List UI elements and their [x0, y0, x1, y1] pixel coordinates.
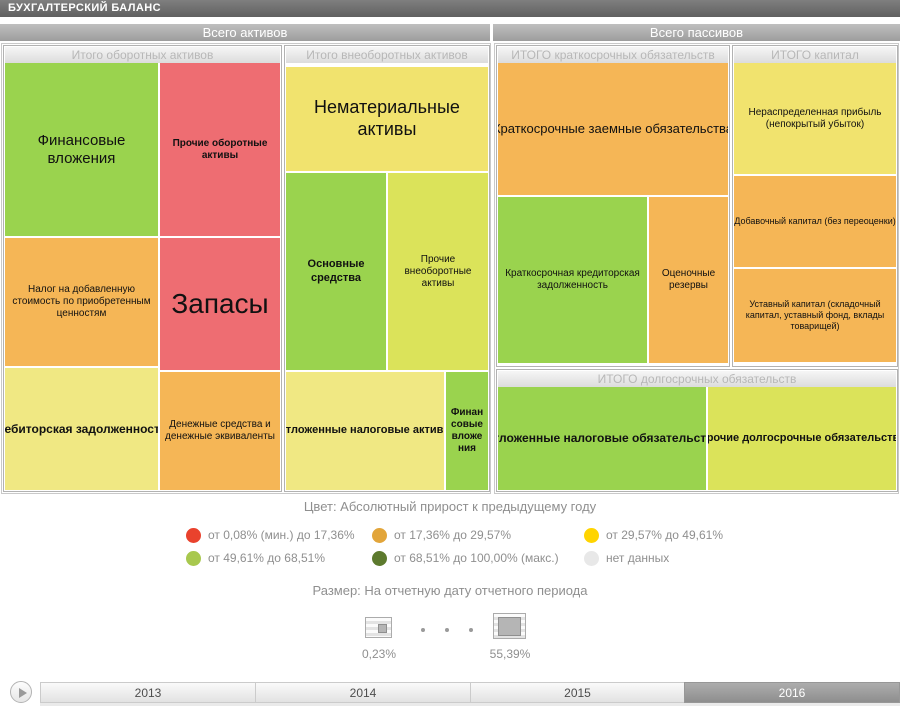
legend-label: от 0,08% (мин.) до 17,36%: [208, 528, 355, 542]
play-button[interactable]: [10, 681, 32, 703]
cell-label: Прочие долгосрочные обязательства: [708, 431, 896, 444]
legend-label: от 29,57% до 49,61%: [606, 528, 723, 542]
page-title: БУХГАЛТЕРСКИЙ БАЛАНС: [8, 2, 161, 14]
cell-cash-and-equivalents[interactable]: Денежные средства и денежные эквиваленты: [160, 372, 280, 490]
size-min-label: 0,23%: [361, 647, 397, 661]
section-header: ИТОГО краткосрочных обязательств: [498, 47, 728, 63]
size-max-icon: [493, 613, 526, 639]
cell-inventories[interactable]: Запасы: [160, 238, 280, 370]
legend-label: от 68,51% до 100,00% (макс.): [394, 551, 559, 565]
legend-swatch-lightgreen-icon: [186, 550, 201, 566]
legend-item: от 0,08% (мин.) до 17,36%: [186, 527, 372, 543]
section-header: Итого оборотных активов: [5, 47, 280, 63]
cell-deferred-tax-assets[interactable]: Отложенные налоговые активы: [286, 372, 444, 490]
color-legend: от 0,08% (мин.) до 17,36% от 17,36% до 2…: [186, 527, 764, 566]
cell-label: Краткосрочная кредиторская задолженность: [505, 268, 640, 291]
cell-label: Денежные средства и денежные эквиваленты: [165, 419, 275, 442]
title-bar: БУХГАЛТЕРСКИЙ БАЛАНС: [0, 0, 900, 17]
section-header: ИТОГО долгосрочных обязательств: [498, 371, 896, 387]
cell-label: Уставный капитал (складочный капитал, ус…: [745, 299, 885, 331]
cell-short-term-payables[interactable]: Краткосрочная кредиторская задолженность: [498, 197, 647, 363]
cell-other-longterm-liabilities[interactable]: Прочие долгосрочные обязательства: [708, 387, 896, 490]
legend-swatch-red-icon: [186, 527, 201, 543]
cell-intangible-assets[interactable]: Нематериальные активы: [286, 67, 488, 171]
panel-header-total-assets: Всего активов: [0, 24, 490, 41]
cell-label: Оценочные резервы: [661, 268, 716, 291]
cell-label: Налог на добавленную стоимость по приобр…: [12, 284, 151, 319]
cell-vat-on-purchases[interactable]: Налог на добавленную стоимость по приобр…: [5, 238, 158, 366]
legend-item: от 68,51% до 100,00% (макс.): [372, 550, 584, 566]
legend-item: от 49,61% до 68,51%: [186, 550, 372, 566]
cell-label: Прочие внеоборотные активы: [404, 253, 472, 289]
size-dot-icon: [469, 628, 473, 632]
cell-label: Прочие оборотные активы: [172, 137, 268, 161]
cell-other-current-assets[interactable]: Прочие оборотные активы: [160, 63, 280, 236]
cell-label: Финансовые вложения: [450, 407, 484, 454]
legend-swatch-nodata-icon: [584, 550, 599, 566]
legend-swatch-yellow-icon: [584, 527, 599, 543]
timeline-year-2015[interactable]: 2015: [470, 682, 685, 703]
size-dot-icon: [421, 628, 425, 632]
play-icon: [19, 688, 27, 698]
section-header: ИТОГО капитал: [734, 47, 896, 63]
color-legend-title: Цвет: Абсолютный прирост к предыдущему г…: [303, 499, 597, 514]
timeline-year-2016[interactable]: 2016: [684, 682, 900, 703]
cell-fixed-assets[interactable]: Основные средства: [286, 173, 386, 370]
cell-deferred-tax-liabilities[interactable]: Отложенные налоговые обязательства: [498, 387, 706, 490]
legend-label: от 49,61% до 68,51%: [208, 551, 325, 565]
legend-swatch-darkgreen-icon: [372, 550, 387, 566]
cell-label: Запасы: [171, 288, 269, 320]
cell-label: Нематериальные активы: [314, 97, 460, 139]
panel-header-total-liabilities: Всего пассивов: [493, 24, 900, 41]
cell-short-term-borrowings[interactable]: Краткосрочные заемные обязательства: [498, 63, 728, 195]
section-header: Итого внеоборотных активов: [286, 47, 488, 63]
cell-financial-investments-noncurrent[interactable]: Финансовые вложения: [446, 372, 488, 490]
legend-item: от 29,57% до 49,61%: [584, 527, 764, 543]
cell-receivables[interactable]: Дебиторская задолженность: [5, 368, 158, 490]
cell-label: Отложенные налоговые активы: [286, 424, 444, 437]
cell-retained-earnings[interactable]: Нераспределенная прибыль (непокрытый убы…: [734, 63, 896, 174]
cell-additional-capital[interactable]: Добавочный капитал (без переоценки): [734, 176, 896, 267]
timeline-year-2014[interactable]: 2014: [255, 682, 471, 703]
cell-label: Добавочный капитал (без переоценки): [734, 216, 896, 227]
cell-charter-capital[interactable]: Уставный капитал (складочный капитал, ус…: [734, 269, 896, 362]
cell-label: Краткосрочные заемные обязательства: [498, 121, 728, 137]
cell-label: Отложенные налоговые обязательства: [498, 431, 706, 446]
timeline-year-2013[interactable]: 2013: [40, 682, 256, 703]
legend-item: от 17,36% до 29,57%: [372, 527, 584, 543]
cell-financial-investments[interactable]: Финансовые вложения: [5, 63, 158, 236]
legend-label: от 17,36% до 29,57%: [394, 528, 511, 542]
cell-label: Финансовые вложения: [37, 131, 126, 167]
cell-label: Основные средства: [307, 258, 365, 284]
cell-label: Нераспределенная прибыль (непокрытый убы…: [748, 106, 882, 130]
legend-label: нет данных: [606, 551, 670, 565]
size-min-icon: [365, 617, 392, 638]
size-max-label: 55,39%: [489, 647, 531, 661]
cell-label: Дебиторская задолженность: [5, 421, 158, 436]
legend-swatch-orange-icon: [372, 527, 387, 543]
size-legend-title: Размер: На отчетную дату отчетного перио…: [312, 583, 588, 598]
size-dot-icon: [445, 628, 449, 632]
timeline-track: [40, 703, 900, 706]
legend-item: нет данных: [584, 550, 764, 566]
cell-other-noncurrent-assets[interactable]: Прочие внеоборотные активы: [388, 173, 488, 370]
cell-estimated-reserves[interactable]: Оценочные резервы: [649, 197, 728, 363]
